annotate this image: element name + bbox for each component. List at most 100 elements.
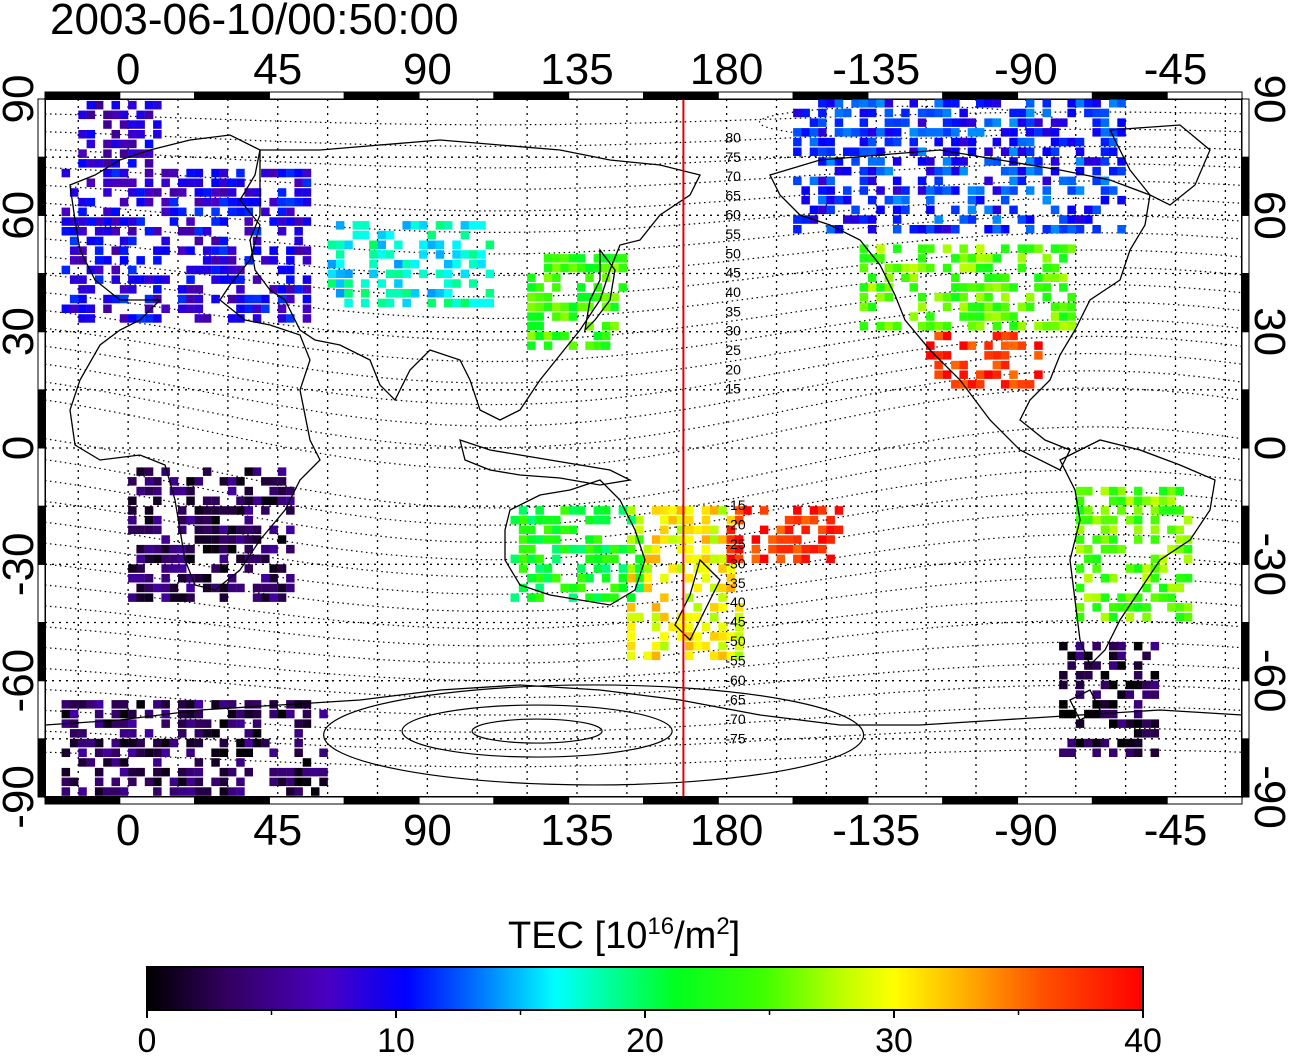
tec-cell xyxy=(444,269,453,279)
tec-cell xyxy=(202,544,212,554)
tec-cell xyxy=(1150,496,1160,505)
tec-cell xyxy=(1158,496,1168,505)
tec-cell xyxy=(984,99,993,108)
tec-cell xyxy=(527,544,536,554)
magnetic-contour xyxy=(45,512,1242,578)
tec-cell xyxy=(211,236,220,246)
tec-cell xyxy=(1167,506,1176,515)
tec-cell xyxy=(236,314,245,323)
tec-cell xyxy=(144,477,154,486)
tec-cell xyxy=(144,149,154,158)
tec-cell xyxy=(618,583,628,593)
tec-cell xyxy=(992,351,1002,360)
tec-cell xyxy=(959,292,968,302)
tec-cell xyxy=(568,544,578,554)
tec-cell xyxy=(1000,128,1010,137)
tec-cell xyxy=(202,525,212,535)
tec-cell xyxy=(1017,341,1027,350)
tec-cell xyxy=(593,535,603,544)
tec-cell xyxy=(651,651,661,661)
tec-cell xyxy=(119,787,129,796)
tec-cell xyxy=(244,304,253,313)
tec-cell xyxy=(1017,263,1027,273)
tec-cell xyxy=(319,709,328,719)
magnetic-contour xyxy=(45,318,1242,384)
tec-cell xyxy=(302,285,312,294)
tec-cell xyxy=(94,100,104,110)
tec-cell xyxy=(1092,515,1101,525)
tec-cell xyxy=(269,525,278,535)
tec-cell xyxy=(959,166,968,176)
tec-cell xyxy=(726,583,736,593)
tec-cell xyxy=(818,108,827,118)
tec-cell xyxy=(876,128,885,137)
tec-cell xyxy=(651,603,661,612)
tec-cell xyxy=(178,246,187,255)
tec-cell xyxy=(144,304,154,313)
tec-cell xyxy=(78,246,87,255)
tec-cell xyxy=(1050,273,1060,282)
tec-cell xyxy=(734,515,744,525)
tec-cell xyxy=(194,574,204,583)
tec-cell xyxy=(1084,671,1093,680)
tec-cell xyxy=(211,265,220,275)
tec-cell xyxy=(144,188,154,197)
tec-cell xyxy=(593,331,603,341)
tec-cell xyxy=(128,515,137,525)
tec-cell xyxy=(759,525,769,535)
tec-cell xyxy=(219,767,229,777)
tec-cell xyxy=(61,265,71,275)
tec-cell xyxy=(976,195,985,205)
tec-cell xyxy=(194,197,204,207)
tec-cell xyxy=(178,719,187,728)
tec-cell xyxy=(1009,137,1018,147)
tec-cell xyxy=(194,767,204,777)
tec-cell xyxy=(236,535,245,544)
tec-cell xyxy=(444,289,453,298)
tec-cell xyxy=(236,525,245,535)
tec-cell xyxy=(718,506,727,515)
tec-cell xyxy=(161,467,170,476)
tec-cell xyxy=(1117,661,1126,670)
tec-cell xyxy=(277,467,287,476)
tec-cell xyxy=(294,197,303,207)
tec-cell xyxy=(477,221,486,230)
tec-cell xyxy=(992,322,1002,331)
tec-cell xyxy=(111,700,120,709)
tec-cell xyxy=(668,622,677,631)
tec-cell xyxy=(1109,680,1118,690)
latitude-tick-label: -30 xyxy=(0,533,43,597)
tec-cell xyxy=(1150,729,1160,738)
tec-cell xyxy=(967,128,977,137)
longitude-tick-label: 90 xyxy=(403,45,452,94)
tec-cell xyxy=(1075,166,1085,176)
tec-cell xyxy=(784,525,794,535)
tec-cell xyxy=(178,304,187,313)
frame-band-bottom xyxy=(194,796,270,805)
tec-cell xyxy=(843,147,852,156)
tec-cell xyxy=(261,294,270,304)
tec-cell xyxy=(527,554,536,564)
tec-cell xyxy=(78,314,87,323)
tec-cell xyxy=(917,157,927,166)
tec-cell xyxy=(1150,525,1160,535)
tec-cell xyxy=(61,777,71,787)
tec-cell xyxy=(202,197,212,207)
tec-cell xyxy=(277,168,287,178)
tec-cell xyxy=(111,139,120,149)
tec-cell xyxy=(685,554,694,564)
tec-cell xyxy=(543,331,553,341)
tec-cell xyxy=(128,285,137,294)
tec-cell xyxy=(718,535,727,544)
tec-cell xyxy=(1009,108,1018,118)
tec-cell xyxy=(219,525,229,535)
tec-cell xyxy=(793,215,802,224)
tec-cell xyxy=(1183,535,1193,544)
colorbar-tick-label: 10 xyxy=(377,1022,415,1057)
tec-cell xyxy=(1034,273,1043,282)
tec-cell xyxy=(236,554,245,564)
contour-label: 75 xyxy=(725,149,741,165)
tec-cell xyxy=(227,207,237,217)
tec-cell xyxy=(809,128,819,137)
tec-cell xyxy=(626,622,636,631)
